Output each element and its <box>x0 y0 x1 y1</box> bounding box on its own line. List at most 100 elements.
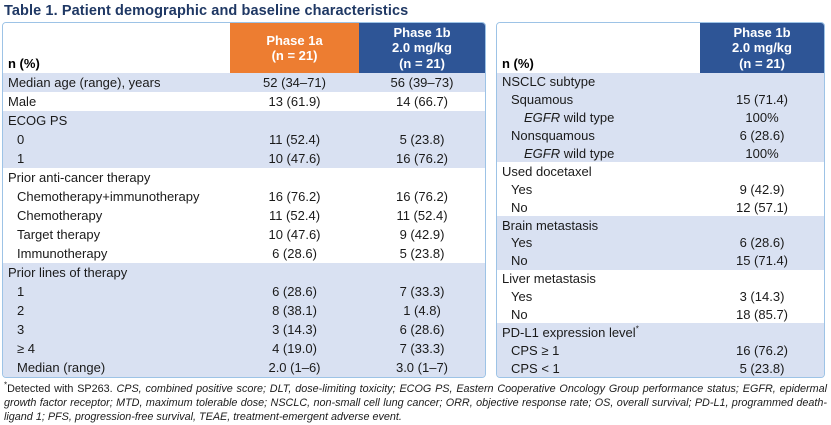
column-header: Phase 1b 2.0 mg/kg (n = 21) <box>359 23 485 73</box>
cell-value <box>230 263 359 282</box>
table-row: Nonsquamous 6 (28.6) <box>497 126 824 145</box>
table-title: Table 1. Patient demographic and baselin… <box>4 3 409 19</box>
corner-label: n (%) <box>3 23 230 73</box>
cell-value: 8 (38.1) <box>230 301 359 320</box>
table-row: Prior anti-cancer therapy <box>3 168 485 187</box>
table-row: Yes 3 (14.3) <box>497 288 824 306</box>
row-label: Yes <box>511 289 533 305</box>
cell-value <box>359 263 485 282</box>
row-label: NSCLC subtype <box>497 73 700 91</box>
footnote-plain-text: Detected with SP263. <box>7 383 117 396</box>
cell-value: 9 (42.9) <box>739 181 785 197</box>
cell-value: 2.0 (1–6) <box>230 358 359 377</box>
table-row: Yes 6 (28.6) <box>497 234 824 252</box>
row-label: 1 <box>3 149 230 168</box>
cell-value: 16 (76.2) <box>359 149 485 168</box>
row-label: Immunotherapy <box>17 246 108 261</box>
left-table: n (%) Phase 1a (n = 21) Phase 1b 2.0 mg/kg(… <box>3 23 485 377</box>
table-row: 0 11 (52.4) 5 (23.8) <box>3 130 485 149</box>
tables-container: n (%) Phase 1a (n = 21) Phase 1b 2.0 mg/kg(… <box>0 22 831 379</box>
footnote-abbreviations: CPS, combined positive score; DLT, dose-… <box>4 383 827 424</box>
cell-value <box>230 168 359 187</box>
table-row: Squamous 15 (71.4) <box>497 90 824 109</box>
cell-value: 5 (23.8) <box>359 130 485 149</box>
cell-value: 10 (47.6) <box>230 149 359 168</box>
cell-value: 15 (71.4) <box>700 251 824 270</box>
cell-value: 52 (34–71) <box>230 73 359 92</box>
row-label: Used docetaxel <box>502 163 592 179</box>
row-label: Male <box>8 94 37 109</box>
cell-value: 14 (66.7) <box>395 94 449 109</box>
cell-value: 4 (19.0) <box>230 339 359 358</box>
cell-value: 3.0 (1–7) <box>359 358 485 377</box>
row-label: CPS ≥ 1 <box>497 341 700 360</box>
row-label: CPS < 1 <box>497 359 700 378</box>
row-label: No <box>497 251 700 270</box>
table-row: Median (range) 2.0 (1–6) 3.0 (1–7) <box>3 358 485 377</box>
header-row: n (%) Phase 1a (n = 21) Phase 1b 2.0 mg/kg(… <box>3 23 485 73</box>
row-label: 0 <box>3 130 230 149</box>
cell-value: 3 (14.3) <box>739 289 785 305</box>
cell-value <box>700 270 824 288</box>
cell-value: 100% <box>700 108 824 127</box>
cell-value: 7 (33.3) <box>359 282 485 301</box>
row-label: EGFR wild type <box>497 144 700 163</box>
table-row: Chemotherapy+immunotherapy 16 (76.2) 16 (7… <box>3 187 485 206</box>
cell-value: 11 (52.4) <box>268 208 321 223</box>
cell-value: 16 (76.2) <box>268 189 321 204</box>
row-label: Yes <box>497 234 700 252</box>
cell-value: 15 (71.4) <box>700 90 824 109</box>
cell-value: 56 (39–73) <box>359 73 485 92</box>
header-row: n (%) Phase 1b 2.0 mg/kg (n = 21) <box>497 23 824 73</box>
cell-value: 10 (47.6) <box>268 227 321 242</box>
table-row: Target therapy 10 (47.6) 9 (42.9) <box>3 225 485 244</box>
table-row: No 18 (85.7) <box>497 306 824 324</box>
column-header: Phase 1b 2.0 mg/kg (n = 21) <box>700 23 824 73</box>
right-table-container: n (%) Phase 1b 2.0 mg/kg (n = 21) NSCLC su… <box>496 22 825 379</box>
cell-value: 9 (42.9) <box>399 227 445 242</box>
row-label: Yes <box>511 181 533 197</box>
row-label: Squamous <box>497 90 700 109</box>
row-label: Median (range) <box>3 358 230 377</box>
cell-value <box>359 111 485 130</box>
cell-value <box>700 323 824 342</box>
row-label: Liver metastasis <box>502 271 596 287</box>
row-label: Chemotherapy+immunotherapy <box>17 189 200 204</box>
row-label: Prior lines of therapy <box>3 263 230 282</box>
row-label: Chemotherapy <box>17 208 103 223</box>
cell-value: 6 (28.6) <box>700 126 824 145</box>
table-row: Immunotherapy 6 (28.6) 5 (23.8) <box>3 244 485 263</box>
row-label: ECOG PS <box>3 111 230 130</box>
column-header: Phase 1a (n = 21) <box>230 23 359 73</box>
table-row: Used docetaxel <box>497 162 824 180</box>
cell-value <box>700 216 824 235</box>
table-row: CPS ≥ 1 16 (76.2) <box>497 341 824 360</box>
cell-value: 5 (23.8) <box>399 246 445 261</box>
table-row: EGFR wild type 100% <box>497 108 824 127</box>
table-row: No 15 (71.4) <box>497 251 824 270</box>
row-label: Prior anti-cancer therapy <box>8 170 151 185</box>
cell-value: 18 (85.7) <box>735 307 789 323</box>
table-row: Brain metastasis <box>497 216 824 235</box>
row-label: 3 <box>3 320 230 339</box>
cell-value: 3 (14.3) <box>230 320 359 339</box>
row-label: Brain metastasis <box>497 216 700 235</box>
table-row: No 12 (57.1) <box>497 198 824 216</box>
cell-value <box>230 111 359 130</box>
row-label: 2 <box>3 301 230 320</box>
table-row: Chemotherapy 11 (52.4) 11 (52.4) <box>3 206 485 225</box>
cell-value: 5 (23.8) <box>700 359 824 378</box>
table-row: NSCLC subtype <box>497 73 824 91</box>
cell-value: 100% <box>700 144 824 163</box>
row-label: ≥ 4 <box>3 339 230 358</box>
table-row: Median age (range), years 52 (34–71) 56 (3… <box>3 73 485 92</box>
cell-value: 6 (28.6) <box>359 320 485 339</box>
cell-value: 11 (52.4) <box>230 130 359 149</box>
cell-value: 7 (33.3) <box>359 339 485 358</box>
